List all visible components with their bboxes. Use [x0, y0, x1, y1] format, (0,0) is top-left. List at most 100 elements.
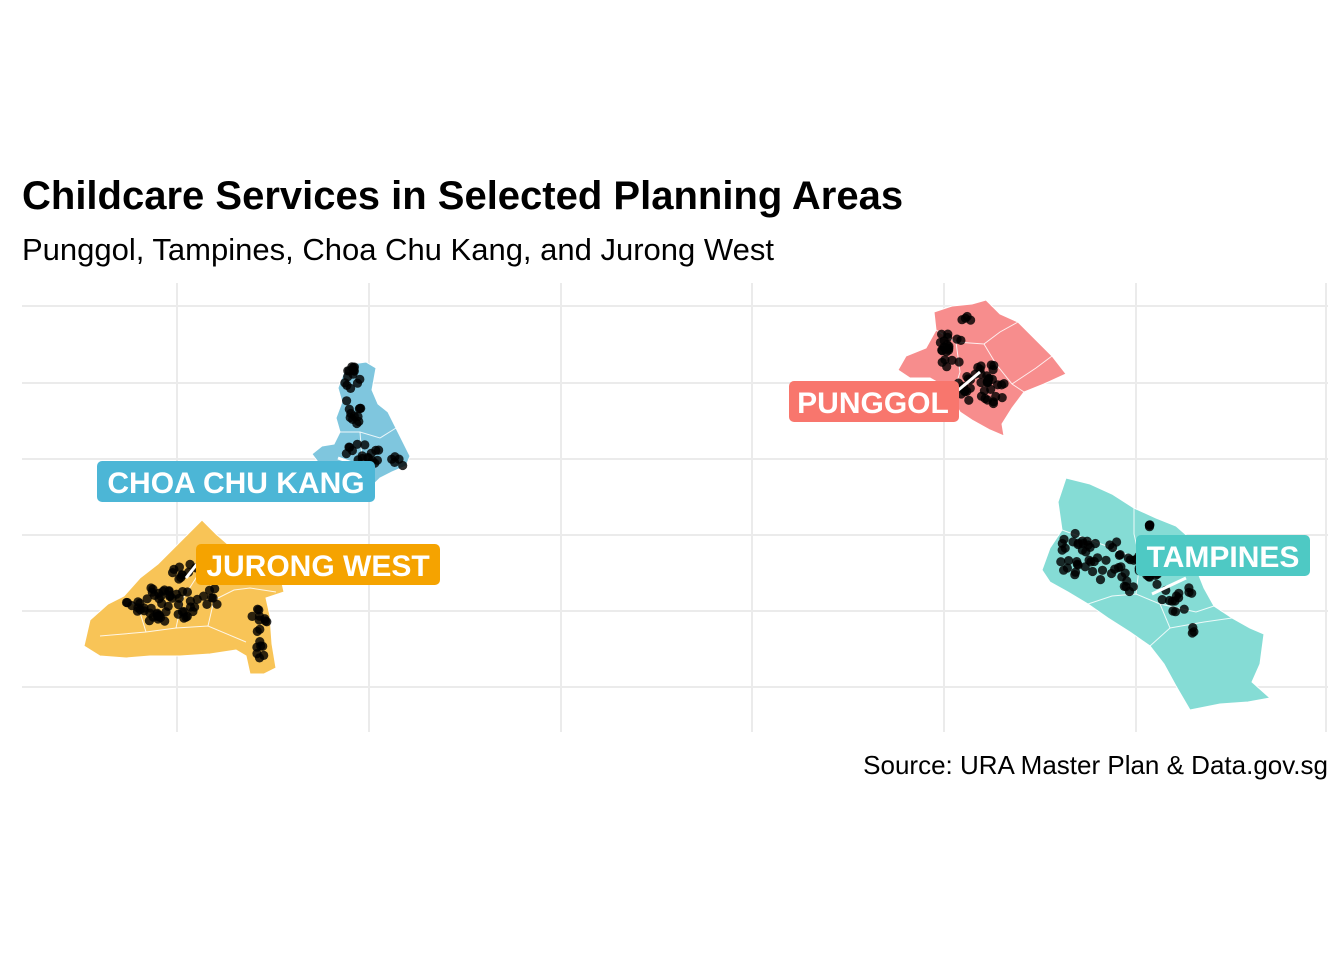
- childcare-centre-marker: [354, 416, 364, 427]
- childcare-centre-marker: [986, 384, 996, 394]
- childcare-centre-marker: [976, 361, 986, 371]
- childcare-centre-marker: [163, 601, 173, 612]
- area-labels: CHOA CHU KANG JURONG WEST PUNGGOL TAMPIN…: [97, 370, 1310, 596]
- childcare-centre-marker: [204, 585, 215, 595]
- map-title: Childcare Services in Selected Planning …: [22, 174, 904, 218]
- area-boundary-choa-chu-kang: [311, 361, 411, 491]
- childcare-centre-marker: [1088, 566, 1098, 577]
- childcare-centre-marker: [1121, 582, 1131, 592]
- label-background: [1136, 535, 1310, 576]
- childcare-centre-marker: [121, 597, 132, 608]
- childcare-centre-marker: [165, 591, 175, 602]
- childcare-centre-marker: [1152, 579, 1162, 590]
- childcare-centre-marker: [976, 391, 987, 401]
- childcare-centre-marker: [133, 597, 143, 607]
- childcare-centre-marker: [345, 412, 355, 423]
- childcare-centre-marker: [940, 355, 950, 365]
- childcare-centre-marker: [1059, 565, 1069, 575]
- childcare-centre-marker: [1157, 595, 1167, 605]
- label-leader-line: [955, 370, 981, 394]
- label-background: [789, 381, 959, 422]
- childcare-centre-marker: [999, 379, 1009, 389]
- childcare-centre-marker: [252, 642, 262, 652]
- childcare-centre-marker: [345, 442, 355, 452]
- childcare-centre-marker: [1187, 588, 1197, 598]
- childcare-centre-marker: [1056, 557, 1066, 567]
- childcare-centre-marker: [1070, 570, 1080, 580]
- childcare-centre-marker: [190, 602, 200, 612]
- childcare-centre-marker: [352, 439, 362, 449]
- childcare-centre-marker: [1070, 528, 1080, 539]
- childcare-centre-marker: [1117, 572, 1127, 582]
- subzone-line: [340, 427, 397, 439]
- childcare-centre-marker: [1174, 588, 1184, 598]
- childcare-centre-marker: [988, 398, 999, 409]
- childcare-centre-marker: [202, 599, 212, 610]
- childcare-centre-marker: [960, 387, 970, 397]
- childcare-centre-marker: [252, 649, 262, 659]
- childcare-centre-marker: [247, 611, 257, 622]
- childcare-centre-marker: [255, 624, 265, 635]
- childcare-centre-marker: [1064, 556, 1074, 566]
- childcare-centre-marker: [954, 357, 964, 367]
- childcare-centre-marker: [1095, 575, 1106, 585]
- childcare-centre-marker: [982, 371, 992, 381]
- childcare-centre-marker: [1068, 537, 1078, 547]
- childcare-centre-marker: [394, 454, 404, 464]
- childcare-centre-marker: [939, 336, 949, 346]
- childcare-centre-marker: [342, 396, 352, 406]
- childcare-centre-marker: [355, 374, 365, 384]
- subzone-line: [1087, 593, 1215, 613]
- childcare-centre-marker: [174, 574, 184, 584]
- childcare-centre-marker: [156, 591, 166, 601]
- subzone-line: [1011, 355, 1053, 385]
- childcare-centre-marker: [1057, 545, 1067, 555]
- label-tampines: TAMPINES: [1136, 535, 1310, 596]
- childcare-centre-marker: [991, 391, 1001, 402]
- childcare-centre-marker: [212, 599, 222, 609]
- childcare-centre-marker: [1179, 604, 1189, 614]
- childcare-centre-marker: [363, 452, 373, 463]
- label-background: [97, 461, 375, 502]
- childcare-centre-marker: [1086, 557, 1096, 567]
- childcare-centre-marker: [976, 377, 986, 388]
- label-jurong-west: JURONG WEST: [184, 544, 440, 585]
- planning-area-tampines: [1041, 477, 1272, 711]
- childcare-centre-marker: [355, 403, 365, 413]
- childcare-centre-marker: [1101, 555, 1111, 565]
- childcare-centre-marker: [947, 355, 957, 365]
- childcare-service-points: [121, 311, 1199, 663]
- childcare-centre-marker: [1145, 520, 1155, 530]
- area-label-choa-chu-kang: CHOA CHU KANG: [107, 467, 364, 500]
- childcare-centre-marker: [154, 612, 164, 622]
- childcare-centre-marker: [1090, 538, 1100, 549]
- label-punggol: PUNGGOL: [789, 370, 981, 422]
- childcare-centre-marker: [960, 313, 971, 323]
- childcare-centre-marker: [1073, 560, 1083, 570]
- label-leader-line: [184, 563, 199, 579]
- childcare-centre-marker: [343, 372, 353, 382]
- subzone-line: [983, 343, 1025, 393]
- childcare-centre-marker: [952, 334, 962, 344]
- childcare-centre-marker: [1170, 607, 1181, 617]
- childcare-centre-marker: [139, 606, 149, 616]
- area-label-punggol: PUNGGOL: [797, 387, 949, 420]
- source-caption: Source: URA Master Plan & Data.gov.sg: [863, 750, 1328, 780]
- childcare-centre-marker: [1115, 550, 1125, 560]
- childcare-centre-marker: [964, 395, 974, 405]
- childcare-centre-marker: [168, 568, 178, 578]
- area-boundary-tampines: [1041, 477, 1272, 711]
- childcare-centre-marker: [346, 383, 356, 393]
- area-label-tampines: TAMPINES: [1147, 541, 1300, 574]
- childcare-centre-marker: [1167, 596, 1177, 606]
- childcare-centre-marker: [988, 365, 998, 375]
- childcare-centre-marker: [132, 606, 143, 616]
- label-background: [196, 544, 440, 585]
- subzone-line: [1169, 617, 1233, 629]
- childcare-centre-marker: [1083, 540, 1093, 550]
- childcare-centre-marker: [253, 604, 263, 614]
- childcare-centre-marker: [262, 617, 272, 627]
- label-leader-line: [1151, 576, 1187, 596]
- childcare-centre-marker: [1187, 628, 1197, 638]
